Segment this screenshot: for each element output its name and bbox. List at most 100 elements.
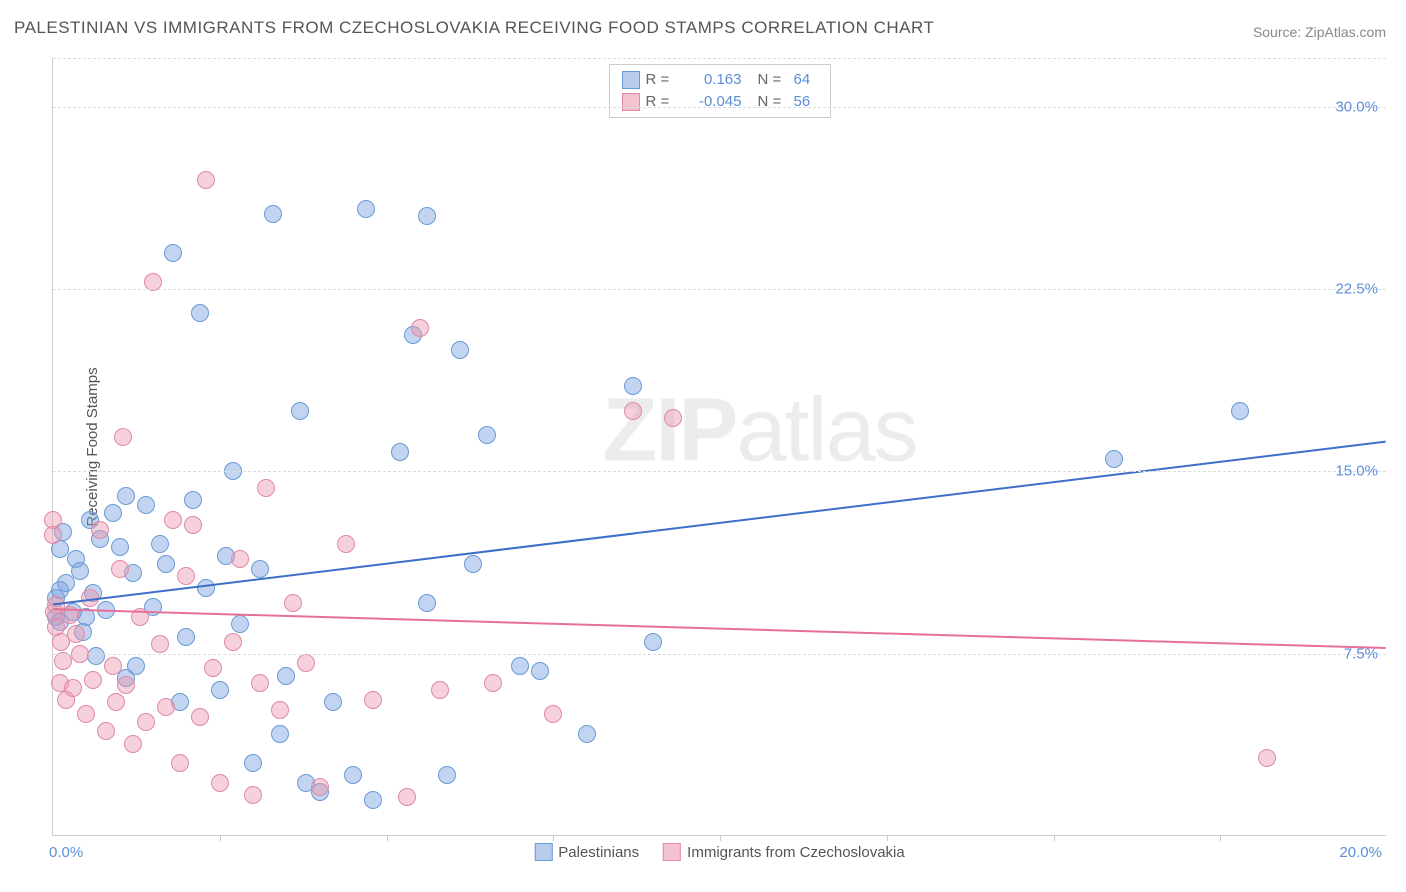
scatter-point [431,681,449,699]
scatter-point [664,409,682,427]
xtick [1220,835,1221,841]
scatter-point [264,205,282,223]
scatter-point [438,766,456,784]
scatter-point [578,725,596,743]
scatter-point [151,535,169,553]
n-prefix-0: N = [758,69,788,91]
watermark-bold: ZIP [602,380,736,480]
swatch-series-1 [622,93,640,111]
scatter-point [87,647,105,665]
legend-series: Palestinians Immigrants from Czechoslova… [534,843,904,861]
scatter-point [184,491,202,509]
scatter-point [418,594,436,612]
scatter-point [271,725,289,743]
scatter-point [544,705,562,723]
legend-item-1: Immigrants from Czechoslovakia [663,843,905,861]
xlabel-min: 0.0% [49,844,83,861]
scatter-point [364,791,382,809]
scatter-point [244,754,262,772]
scatter-point [197,171,215,189]
scatter-point [111,538,129,556]
r-prefix-1: R = [646,91,676,113]
scatter-point [211,774,229,792]
legend-swatch-0 [534,843,552,861]
scatter-point [644,633,662,651]
scatter-point [157,555,175,573]
scatter-point [451,341,469,359]
plot-area: Receiving Food Stamps ZIPatlas R = 0.163… [52,58,1386,836]
r-value-1: -0.045 [682,91,742,113]
scatter-point [291,402,309,420]
scatter-point [191,304,209,322]
scatter-point [144,273,162,291]
n-value-1: 56 [794,91,818,113]
scatter-point [257,479,275,497]
scatter-point [127,657,145,675]
scatter-point [231,550,249,568]
scatter-point [391,443,409,461]
ytick-label: 30.0% [1335,98,1378,115]
gridline [53,107,1386,108]
scatter-point [624,402,642,420]
scatter-point [184,516,202,534]
n-prefix-1: N = [758,91,788,113]
scatter-point [81,589,99,607]
scatter-point [111,560,129,578]
scatter-point [297,654,315,672]
scatter-point [324,693,342,711]
xtick [887,835,888,841]
r-value-0: 0.163 [682,69,742,91]
legend-label-1: Immigrants from Czechoslovakia [687,844,905,861]
scatter-point [1231,402,1249,420]
scatter-point [151,635,169,653]
scatter-point [44,526,62,544]
gridline [53,471,1386,472]
ytick-label: 7.5% [1344,645,1378,662]
scatter-point [1258,749,1276,767]
scatter-point [64,679,82,697]
scatter-point [271,701,289,719]
legend-item-0: Palestinians [534,843,639,861]
scatter-point [97,722,115,740]
gridline [53,654,1386,655]
scatter-point [337,535,355,553]
scatter-point [97,601,115,619]
scatter-point [164,244,182,262]
scatter-point [231,615,249,633]
watermark-rest: atlas [736,380,916,480]
trend-line [53,609,1385,648]
scatter-point [77,608,95,626]
scatter-point [511,657,529,675]
scatter-point [114,428,132,446]
swatch-series-0 [622,71,640,89]
scatter-point [211,681,229,699]
scatter-point [411,319,429,337]
scatter-point [107,693,125,711]
scatter-point [364,691,382,709]
legend-stats-row-0: R = 0.163 N = 64 [622,69,818,91]
scatter-point [117,487,135,505]
source-label: Source: ZipAtlas.com [1253,24,1386,40]
scatter-point [104,657,122,675]
gridline [53,58,1386,59]
scatter-point [251,560,269,578]
xtick [553,835,554,841]
xtick [1054,835,1055,841]
n-value-0: 64 [794,69,818,91]
yaxis-title: Receiving Food Stamps [84,367,101,526]
scatter-point [131,608,149,626]
scatter-point [197,579,215,597]
scatter-point [104,504,122,522]
scatter-point [157,698,175,716]
scatter-point [204,659,222,677]
ytick-label: 22.5% [1335,280,1378,297]
scatter-point [84,671,102,689]
gridline [53,289,1386,290]
scatter-point [171,754,189,772]
chart-svg [53,58,1386,835]
scatter-point [357,200,375,218]
scatter-point [277,667,295,685]
watermark: ZIPatlas [602,379,916,482]
scatter-point [224,633,242,651]
scatter-point [398,788,416,806]
